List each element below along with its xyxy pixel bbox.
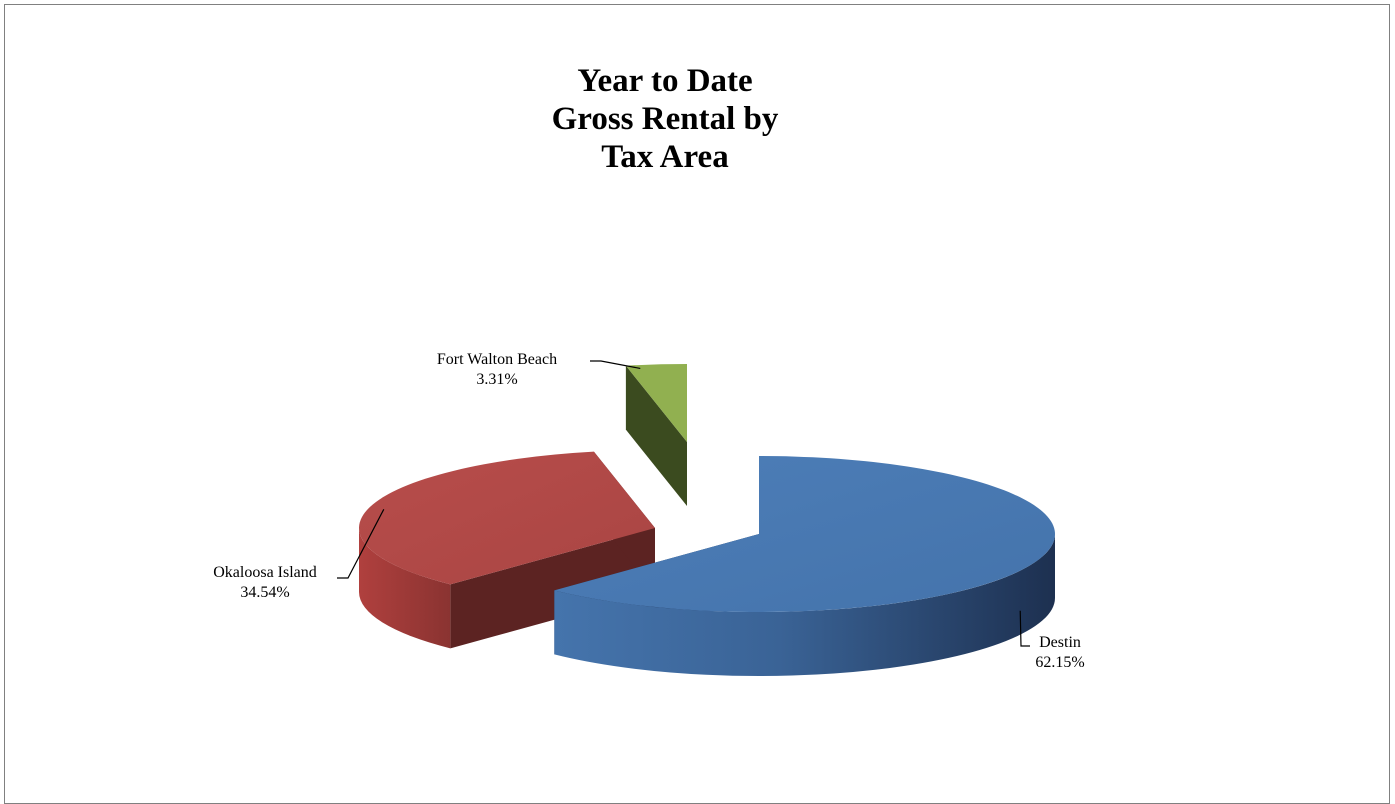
pie-slice-destin-top (554, 456, 1055, 612)
data-label-fort-walton-beach-value: 3.31% (476, 371, 518, 388)
data-label-okaloosa-island-value: 34.54% (240, 584, 290, 601)
pie-slice-destin (554, 456, 1055, 676)
data-label-destin: Destin 62.15% (1015, 633, 1105, 673)
pie-slice-fort-walton-beach-cut-start (625, 365, 687, 506)
pie-slice-fort-walton-beach (625, 364, 687, 506)
pie-slice-destin-side (554, 534, 1055, 676)
data-label-destin-name: Destin (1039, 634, 1081, 651)
pie-slice-okaloosa-island-cut-start (450, 528, 655, 649)
chart-title-line-2: Gross Rental by (551, 101, 779, 137)
data-label-okaloosa-island: Okaloosa Island 34.54% (185, 563, 345, 603)
leader-line-fort-walton-beach (590, 360, 641, 370)
chart-title-line-1: Year to Date (577, 63, 753, 99)
data-label-destin-value: 62.15% (1035, 654, 1085, 671)
chart-title-line-3: Tax Area (601, 139, 729, 175)
leader-line-okaloosa-island (337, 509, 385, 579)
data-label-okaloosa-island-name: Okaloosa Island (213, 564, 317, 581)
pie-slice-okaloosa-island (358, 451, 655, 649)
data-label-fort-walton-beach-name: Fort Walton Beach (436, 351, 558, 368)
data-label-fort-walton-beach: Fort Walton Beach 3.31% (402, 350, 592, 390)
chart-title: Year to Date Gross Rental by Tax Area (0, 62, 1330, 176)
leader-line-destin (1019, 610, 1030, 647)
pie-slice-okaloosa-island-side (358, 528, 451, 649)
pie-slice-okaloosa-island-top (358, 451, 655, 585)
pie-slice-fort-walton-beach-top (625, 364, 687, 442)
